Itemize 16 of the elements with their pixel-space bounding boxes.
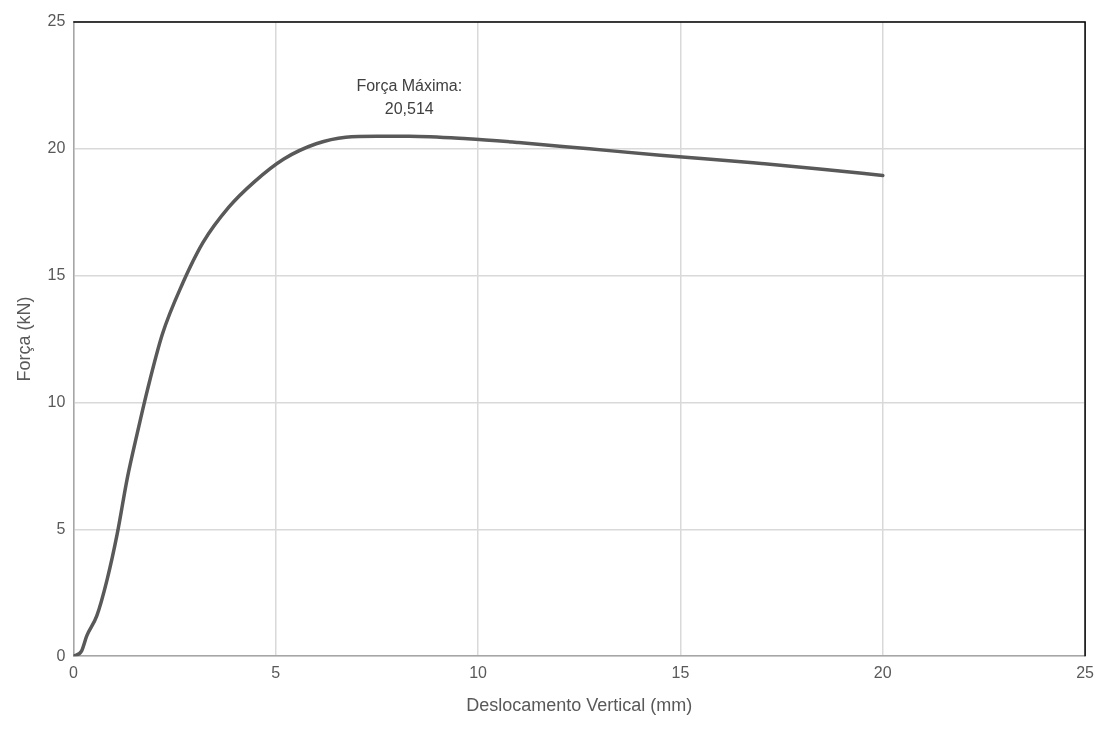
x-tick-label: 15 [671,664,690,682]
y-axis-title: Força (kN) [13,296,34,382]
x-tick-label: 5 [271,664,281,682]
y-tick-label: 0 [56,646,66,664]
y-tick-label: 15 [47,266,66,284]
x-tick-label: 20 [873,664,892,682]
x-tick-label: 25 [1076,664,1095,682]
annotation: Força Máxima: 20,514 [356,76,463,117]
x-tick-label: 0 [68,664,78,682]
y-tick-label: 5 [56,519,66,537]
x-axis-title: Deslocamento Vertical (mm) [466,695,693,716]
y-tick-label: 10 [47,392,66,410]
x-tick-label: 10 [469,664,488,682]
y-tick-label: 25 [47,12,66,30]
line-series [73,134,885,657]
y-tick-label: 20 [47,139,66,157]
